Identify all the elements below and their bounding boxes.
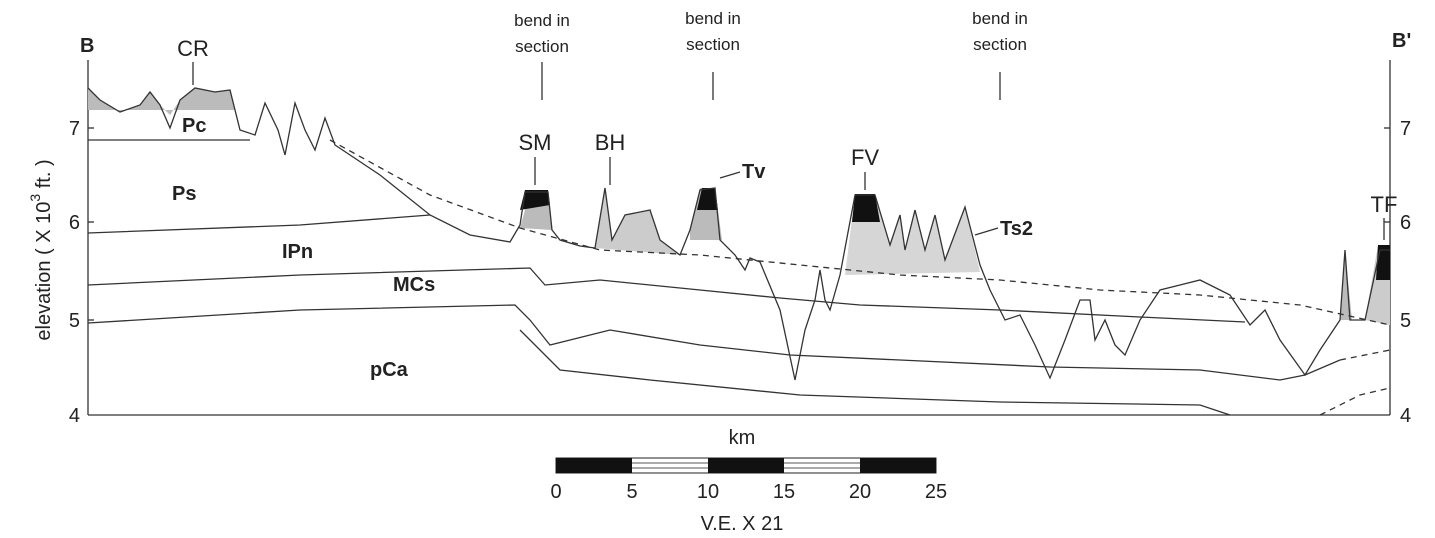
svg-text:bend in: bend in — [514, 11, 570, 30]
unit-label: IPn — [282, 241, 313, 263]
volcanic-deposits — [88, 88, 1390, 325]
svg-text:5: 5 — [626, 481, 637, 503]
y-tick-label: 6 — [1400, 212, 1411, 234]
y-tick-label: 4 — [69, 405, 80, 427]
svg-text:bend in: bend in — [972, 9, 1028, 28]
unit-label: pCa — [370, 359, 409, 381]
svg-text:25: 25 — [925, 481, 947, 503]
vertical-exaggeration: V.E. X 21 — [701, 513, 784, 535]
contact-line — [1319, 387, 1391, 416]
y-tick-label: 5 — [69, 310, 80, 332]
svg-text:10: 10 — [697, 481, 719, 503]
projected-surface — [329, 139, 1391, 326]
y-tick-label: 5 — [1400, 310, 1411, 332]
unit-label: Pc — [182, 115, 206, 137]
y-tick-label: 6 — [69, 212, 80, 234]
contact-line — [87, 267, 1246, 323]
scale-ticks: 0 5 10 15 20 25 — [550, 481, 947, 503]
svg-text:section: section — [973, 35, 1027, 54]
unit-label: MCs — [393, 274, 435, 296]
unit-label: Ps — [172, 183, 196, 205]
annotation: bend in section bend in section bend in … — [514, 9, 1028, 56]
scale-title: km — [729, 427, 756, 449]
svg-text:15: 15 — [773, 481, 795, 503]
section-start: B — [80, 35, 94, 57]
svg-text:0: 0 — [550, 481, 561, 503]
y-tick-label: 4 — [1400, 405, 1411, 427]
svg-text:section: section — [515, 37, 569, 56]
feature-label: TF — [1371, 192, 1398, 217]
y-tick-label: 7 — [69, 118, 80, 140]
topographic-surface — [87, 87, 1390, 381]
svg-text:section: section — [686, 35, 740, 54]
y-tick-label: 7 — [1400, 118, 1411, 140]
contact-line — [519, 329, 1231, 416]
contact-line — [87, 214, 431, 234]
svg-text:bend in: bend in — [685, 9, 741, 28]
feature-label: Tv — [742, 161, 766, 183]
feature-label: BH — [595, 130, 626, 155]
y-axis-title: elevation ( X 103 ft. ) — [27, 159, 55, 340]
feature-label: Ts2 — [1000, 218, 1033, 240]
feature-label: CR — [177, 36, 209, 61]
svg-text:20: 20 — [849, 481, 871, 503]
section-end: B' — [1392, 30, 1411, 52]
feature-label: SM — [519, 130, 552, 155]
feature-label: FV — [851, 145, 879, 170]
scale-bar — [555, 457, 937, 474]
axis-ticks — [88, 127, 1390, 321]
contact-line — [87, 304, 1341, 381]
contact-line — [1339, 349, 1391, 361]
leader-lines — [192, 62, 1385, 240]
